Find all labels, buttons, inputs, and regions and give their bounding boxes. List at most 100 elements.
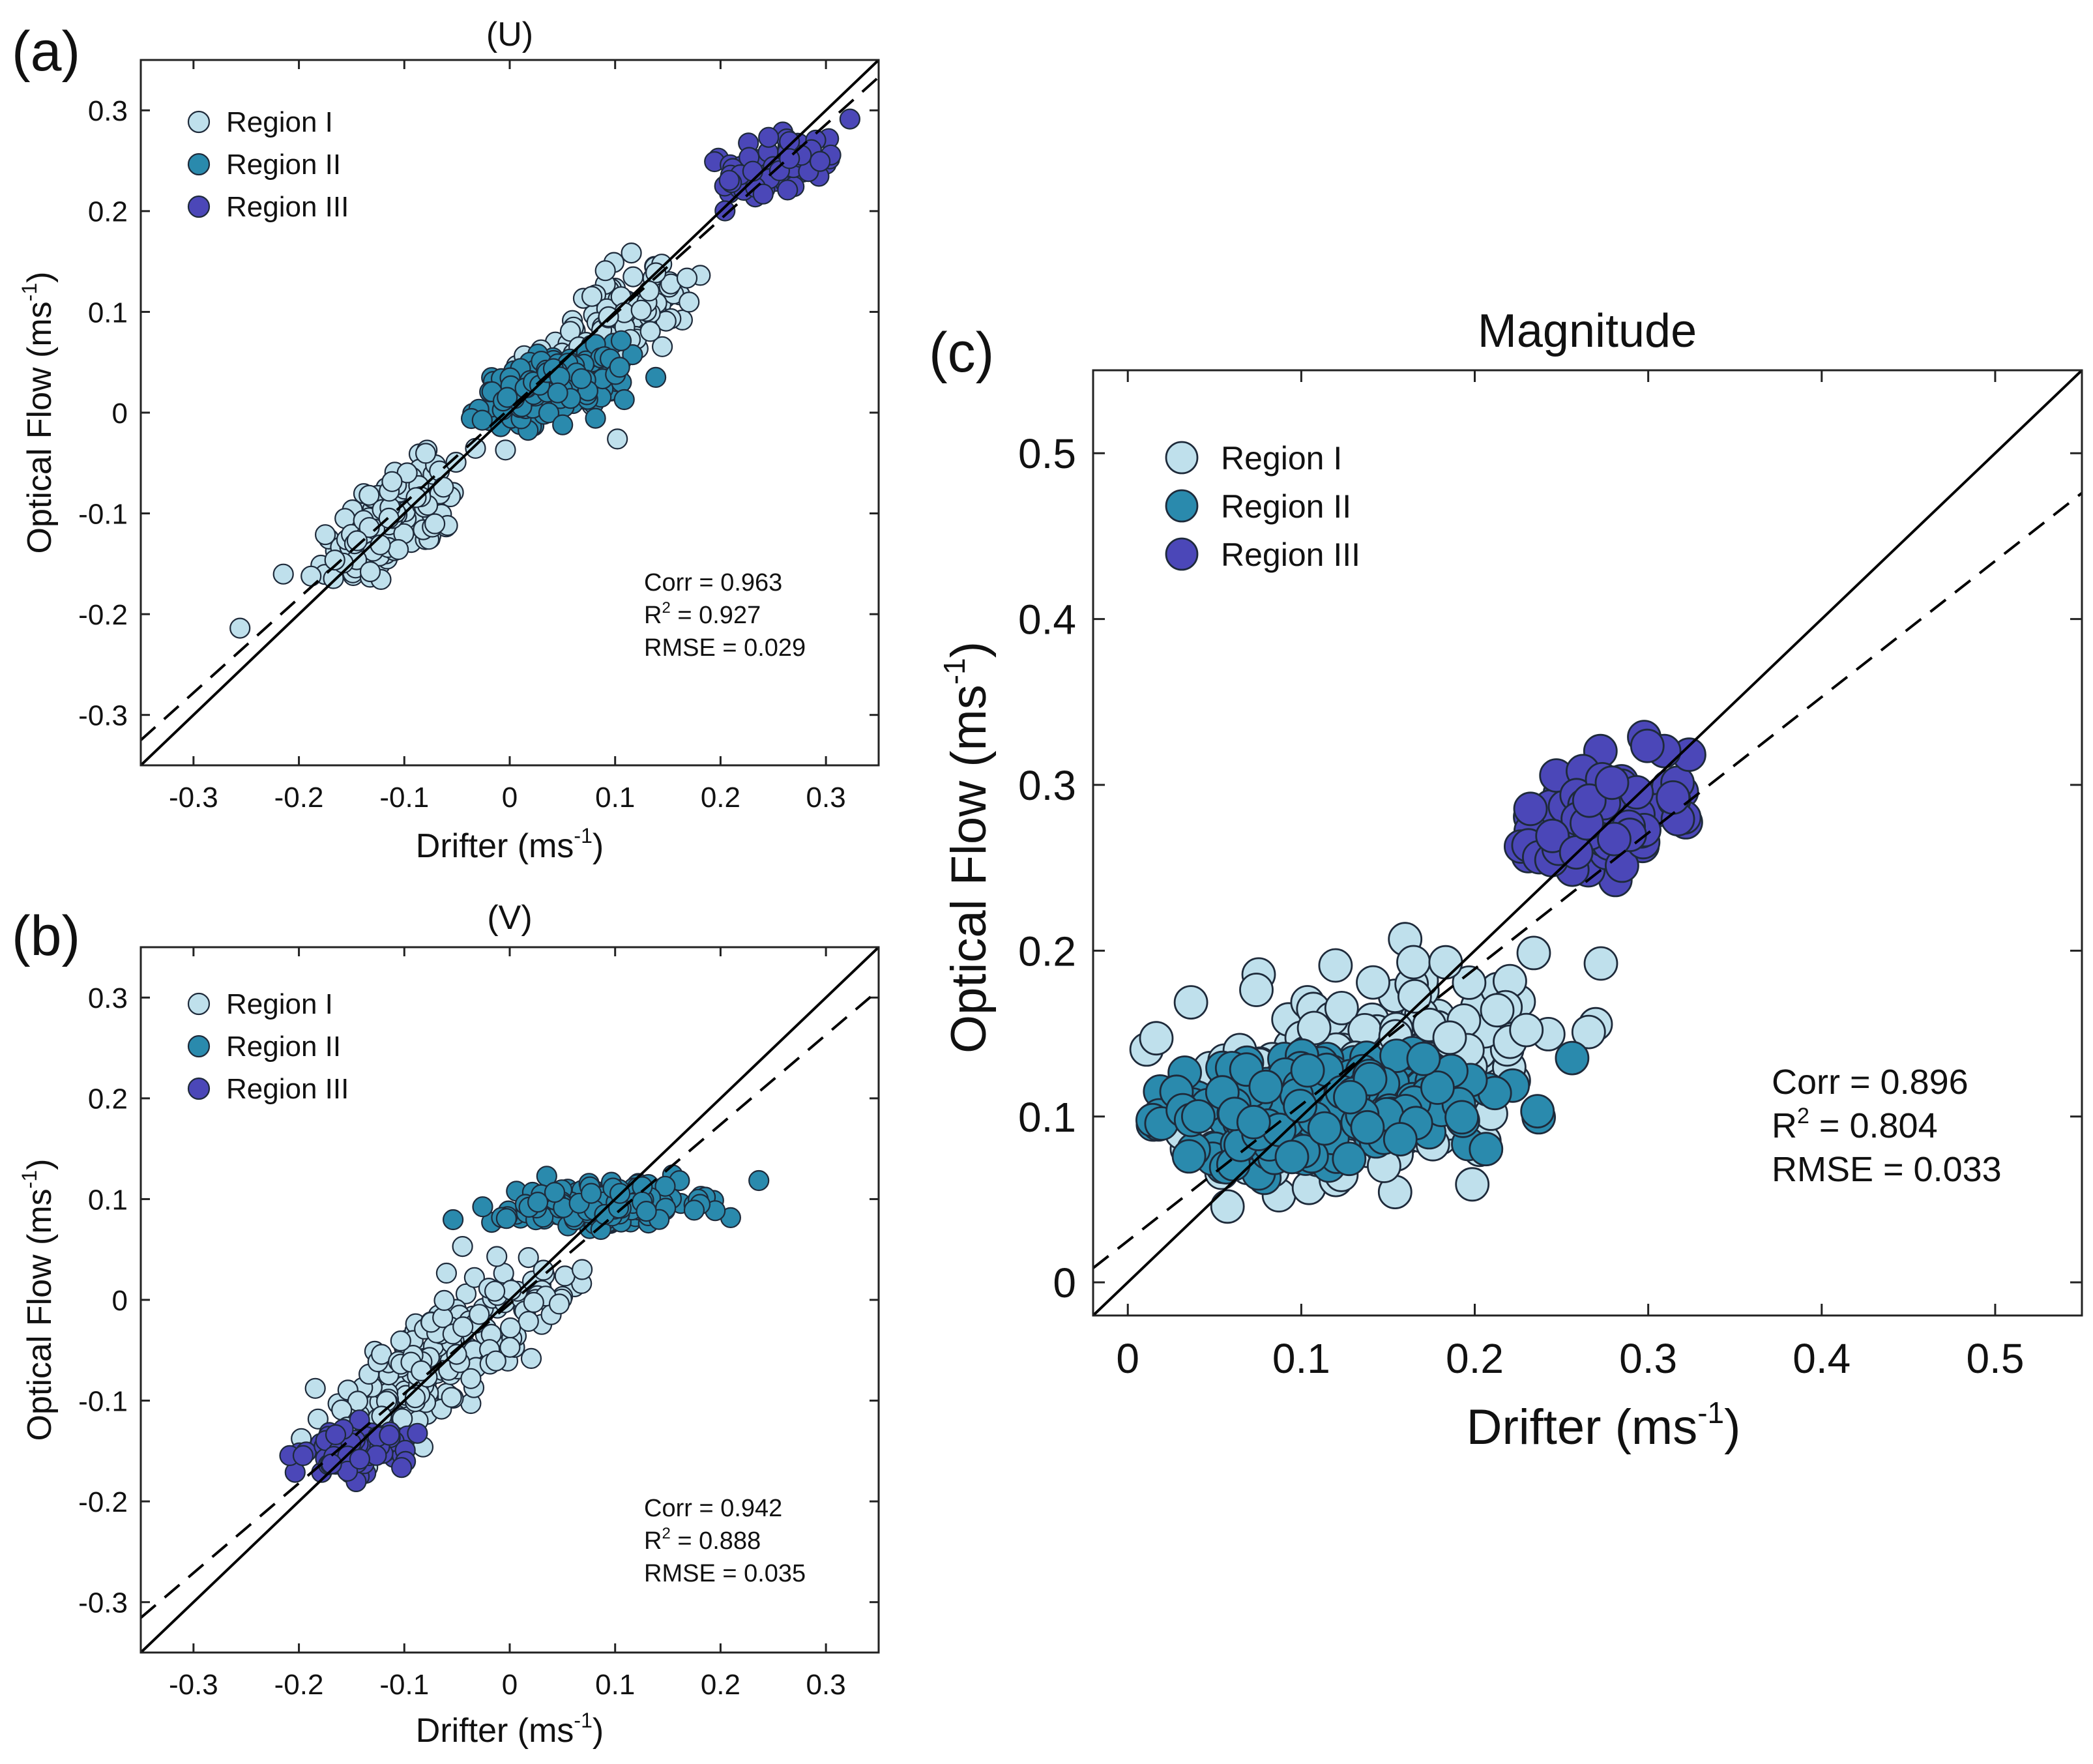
scatter-point [499,1317,521,1339]
scatter-point [1406,1041,1441,1076]
scatter-point [1480,993,1515,1028]
stats-r2-prefix: R [644,1527,662,1555]
scatter-point [518,1246,539,1269]
scatter-point [484,1280,506,1302]
scatter-point [518,1310,539,1332]
scatter-point [527,1191,549,1213]
y-axis-label-text: Optical Flow (ms [941,684,997,1053]
stats-r2-exp: 2 [662,1525,670,1542]
scatter-point [809,151,831,172]
scatter-point [538,402,560,424]
y-tick-label: 0.2 [88,196,128,228]
scatter-point [387,538,409,561]
scatter-point [544,1181,566,1203]
scatter-point [485,1350,506,1372]
x-tick-label: -0.1 [379,1669,429,1701]
scatter-point [229,617,251,639]
scatter-point [1428,945,1463,980]
scatter-point [520,1347,542,1369]
panel-a-ticks [141,60,879,765]
panel-a-stats: Corr = 0.963 R2 = 0.927 RMSE = 0.029 [644,569,806,662]
scatter-point [1444,1100,1480,1135]
panel-c-identity-line [1092,369,2083,1317]
panel-a-fit-line [139,76,880,741]
scatter-point [1513,791,1548,827]
scatter-point [1333,1080,1368,1115]
scatter-point [1274,1139,1310,1175]
scatter-point [465,437,486,459]
scatter-point [1290,1053,1325,1088]
scatter-point [452,1235,473,1257]
x-tick-label: 0 [502,1669,518,1701]
x-tick-label: 0.1 [595,1669,635,1701]
scatter-point [1452,965,1487,1000]
scatter-point [1555,1040,1590,1076]
scatter-point [495,439,516,461]
scatter-point [1139,1021,1174,1056]
x-axis-label-close: ) [593,827,604,865]
panel-b-points [279,1164,770,1492]
scatter-point [463,1267,486,1288]
panel-a-y-axis-label: Optical Flow (ms-1) [18,272,59,554]
scatter-point [533,1259,554,1281]
scatter-point [415,443,437,464]
scatter-point [839,108,861,130]
stats-corr: Corr = 0.896 [1772,1063,1969,1102]
legend-marker-region-ii [187,1035,211,1058]
stats-r2-prefix: R [1772,1106,1797,1145]
panel-b-gridlayer: -0.3 -0.2 -0.1 0 0.1 0.2 0.3 -0.3 -0.2 -… [78,947,879,1701]
scatter-point [300,565,322,587]
y-tick-label: 0.5 [1018,430,1076,477]
scatter-point [292,1445,314,1466]
scatter-point [651,336,673,357]
scatter-point [1236,1105,1271,1139]
scatter-point [442,1209,464,1231]
legend-marker-region-i [187,110,211,134]
panel-b-identity-line [139,946,880,1654]
scatter-point [441,1387,462,1408]
y-tick-label: 0.3 [88,95,128,127]
scatter-point [452,1316,474,1338]
panel-a-points [229,108,861,639]
legend-label-region-ii: Region II [1221,488,1351,525]
x-tick-label: -0.1 [379,782,429,814]
panel-b-legend: Region I Region II Region III [187,988,349,1105]
scatter-point [621,243,642,264]
scatter-point [523,1291,544,1314]
panel-c-x-axis-label: Drifter (ms-1) [1467,1396,1741,1455]
x-tick-label: -0.3 [169,782,218,814]
scatter-point [349,1409,370,1431]
stats-corr: Corr = 0.963 [644,569,782,596]
scatter-point [1171,1139,1207,1174]
x-axis-label-close: ) [1724,1400,1740,1455]
x-tick-label: 0.1 [595,782,635,814]
y-tick-label: -0.2 [78,599,128,631]
scatter-point [552,414,574,435]
scatter-point [349,1448,371,1470]
y-tick-label: 0.2 [1018,928,1076,975]
scatter-point [547,382,568,404]
scatter-point [359,484,380,506]
scatter-point [497,387,518,408]
scatter-point [307,1408,329,1430]
scatter-point [570,368,593,390]
y-tick-label: -0.2 [78,1486,128,1518]
stats-corr: Corr = 0.942 [644,1495,782,1522]
y-tick-label: 0.2 [88,1083,128,1115]
y-tick-label: 0 [1053,1259,1076,1306]
panel-a-legend: Region I Region II Region III [187,106,349,223]
panel-a-label: (a) [12,20,80,83]
panel-c-label: (c) [929,321,994,384]
y-tick-label: 0.4 [1018,596,1076,643]
scatter-point [1509,1012,1544,1048]
legend-label-region-iii: Region III [226,191,349,223]
scatter-point [1535,818,1570,853]
y-axis-label-exp: -1 [937,658,971,684]
scatter-point [433,1289,455,1312]
x-axis-label-exp: -1 [574,1709,592,1732]
panel-a-x-axis-label: Drifter (ms-1) [416,824,604,865]
scatter-point [1583,946,1618,981]
stats-r2: R2 = 0.804 [1772,1104,1938,1145]
legend-marker-region-ii [1165,489,1199,523]
